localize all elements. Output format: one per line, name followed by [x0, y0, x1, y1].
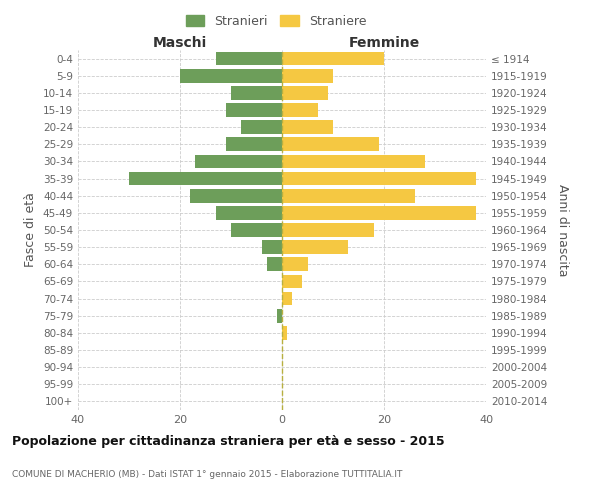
Legend: Stranieri, Straniere: Stranieri, Straniere [182, 11, 370, 32]
Bar [196, 154, 282, 168]
Bar [282, 69, 333, 82]
Bar [282, 103, 318, 117]
Bar [241, 120, 282, 134]
Bar [216, 52, 282, 66]
Bar [282, 172, 476, 185]
Bar [231, 223, 282, 237]
Text: Maschi: Maschi [153, 36, 207, 50]
Bar [231, 86, 282, 100]
Text: Popolazione per cittadinanza straniera per età e sesso - 2015: Popolazione per cittadinanza straniera p… [12, 435, 445, 448]
Bar [129, 172, 282, 185]
Text: Femmine: Femmine [349, 36, 419, 50]
Bar [226, 103, 282, 117]
Bar [267, 258, 282, 271]
Bar [282, 206, 476, 220]
Bar [282, 240, 349, 254]
Bar [282, 292, 292, 306]
Bar [180, 69, 282, 82]
Bar [282, 189, 415, 202]
Bar [216, 206, 282, 220]
Text: COMUNE DI MACHERIO (MB) - Dati ISTAT 1° gennaio 2015 - Elaborazione TUTTITALIA.I: COMUNE DI MACHERIO (MB) - Dati ISTAT 1° … [12, 470, 403, 479]
Y-axis label: Fasce di età: Fasce di età [25, 192, 37, 268]
Bar [282, 52, 384, 66]
Bar [282, 154, 425, 168]
Bar [282, 326, 287, 340]
Bar [282, 120, 333, 134]
Bar [282, 138, 379, 151]
Bar [262, 240, 282, 254]
Bar [282, 258, 308, 271]
Bar [282, 223, 374, 237]
Bar [277, 309, 282, 322]
Y-axis label: Anni di nascita: Anni di nascita [556, 184, 569, 276]
Bar [226, 138, 282, 151]
Bar [190, 189, 282, 202]
Bar [282, 86, 328, 100]
Bar [282, 274, 302, 288]
